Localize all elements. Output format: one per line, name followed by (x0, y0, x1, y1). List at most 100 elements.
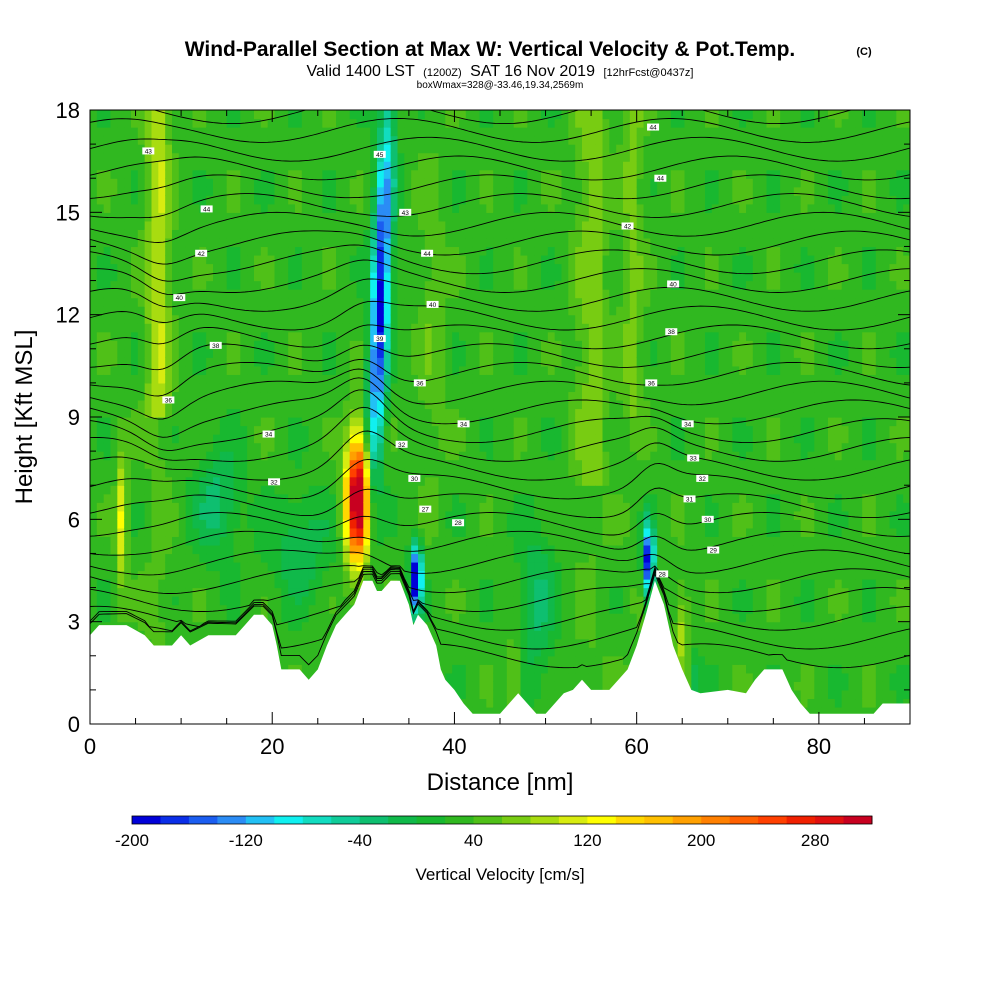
field-cell (247, 203, 255, 213)
field-cell (288, 468, 296, 478)
field-cell (404, 203, 412, 213)
field-cell (110, 306, 118, 316)
field-cell (185, 203, 194, 213)
field-cell (219, 186, 228, 196)
field-cell (390, 110, 399, 120)
field-cell (199, 630, 207, 640)
field-cell (500, 630, 508, 640)
field-cell (254, 425, 262, 435)
field-cell (431, 161, 440, 171)
field-cell (213, 544, 221, 555)
field-cell (506, 382, 515, 393)
field-cell (96, 306, 105, 316)
field-cell (199, 127, 207, 137)
field-cell (486, 340, 494, 350)
field-cell (541, 340, 549, 350)
field-cell (513, 135, 522, 145)
field-cell (513, 579, 522, 589)
field-cell (90, 579, 98, 589)
field-cell (206, 476, 214, 486)
field-cell (561, 672, 569, 682)
field-cell (90, 178, 98, 188)
field-cell (124, 237, 132, 248)
field-cell (547, 664, 556, 674)
field-cell (124, 476, 132, 486)
field-cell (240, 314, 248, 324)
field-cell (267, 382, 276, 393)
field-cell (493, 323, 501, 333)
field-cell (274, 161, 282, 171)
field-cell (534, 425, 542, 435)
field-cell (254, 561, 262, 572)
field-cell (424, 127, 433, 137)
field-cell (459, 348, 467, 358)
field-cell (397, 110, 405, 120)
field-cell (349, 331, 358, 341)
field-cell (137, 502, 146, 512)
field-cell (404, 161, 412, 171)
field-cell (165, 451, 173, 461)
field-cell (131, 306, 139, 316)
field-cell (260, 468, 269, 478)
field-cell (96, 323, 105, 333)
field-cell (172, 306, 180, 316)
field-cell (486, 382, 494, 393)
field-cell (274, 289, 282, 299)
field-cell (431, 127, 440, 137)
field-cell (165, 195, 173, 205)
field-cell (377, 118, 385, 128)
field-cell (254, 502, 262, 512)
field-cell (493, 527, 501, 537)
field-cell (418, 613, 426, 623)
field-cell (342, 442, 351, 452)
field-cell (363, 442, 371, 452)
field-cell (247, 246, 255, 256)
field-cell (541, 689, 549, 700)
field-cell (547, 135, 556, 145)
field-cell (424, 476, 433, 486)
field-cell (110, 408, 118, 418)
field-cell (486, 357, 494, 367)
field-cell (172, 212, 180, 222)
field-cell (493, 348, 501, 358)
field-cell (520, 527, 528, 537)
field-cell (459, 144, 467, 154)
field-cell (158, 178, 166, 188)
field-cell (554, 118, 563, 128)
field-cell (541, 468, 549, 478)
field-cell (117, 306, 125, 316)
field-cell (493, 468, 501, 478)
field-cell (124, 468, 132, 478)
field-cell (370, 289, 378, 299)
field-cell (534, 399, 542, 410)
field-cell (178, 340, 187, 350)
field-cell (137, 587, 146, 597)
field-cell (240, 561, 248, 572)
field-cell (465, 272, 474, 282)
field-cell (219, 391, 228, 401)
field-cell (465, 664, 474, 674)
field-cell (172, 127, 180, 137)
field-cell (90, 306, 98, 316)
field-cell (322, 553, 330, 563)
field-cell (479, 476, 487, 486)
field-cell (247, 613, 255, 623)
field-cell (554, 570, 563, 580)
field-cell (226, 272, 235, 282)
field-cell (363, 374, 371, 384)
field-cell (465, 263, 474, 273)
field-cell (438, 178, 446, 188)
field-cell (267, 579, 276, 589)
field-cell (165, 254, 173, 265)
field-cell (103, 468, 112, 478)
field-cell (295, 382, 303, 393)
field-cell (199, 570, 207, 580)
field-cell (534, 169, 542, 179)
field-cell (172, 263, 180, 273)
field-cell (459, 297, 467, 307)
field-cell (301, 161, 310, 171)
field-cell (527, 655, 535, 665)
field-cell (185, 195, 194, 205)
field-cell (240, 468, 248, 478)
field-cell (336, 229, 344, 239)
